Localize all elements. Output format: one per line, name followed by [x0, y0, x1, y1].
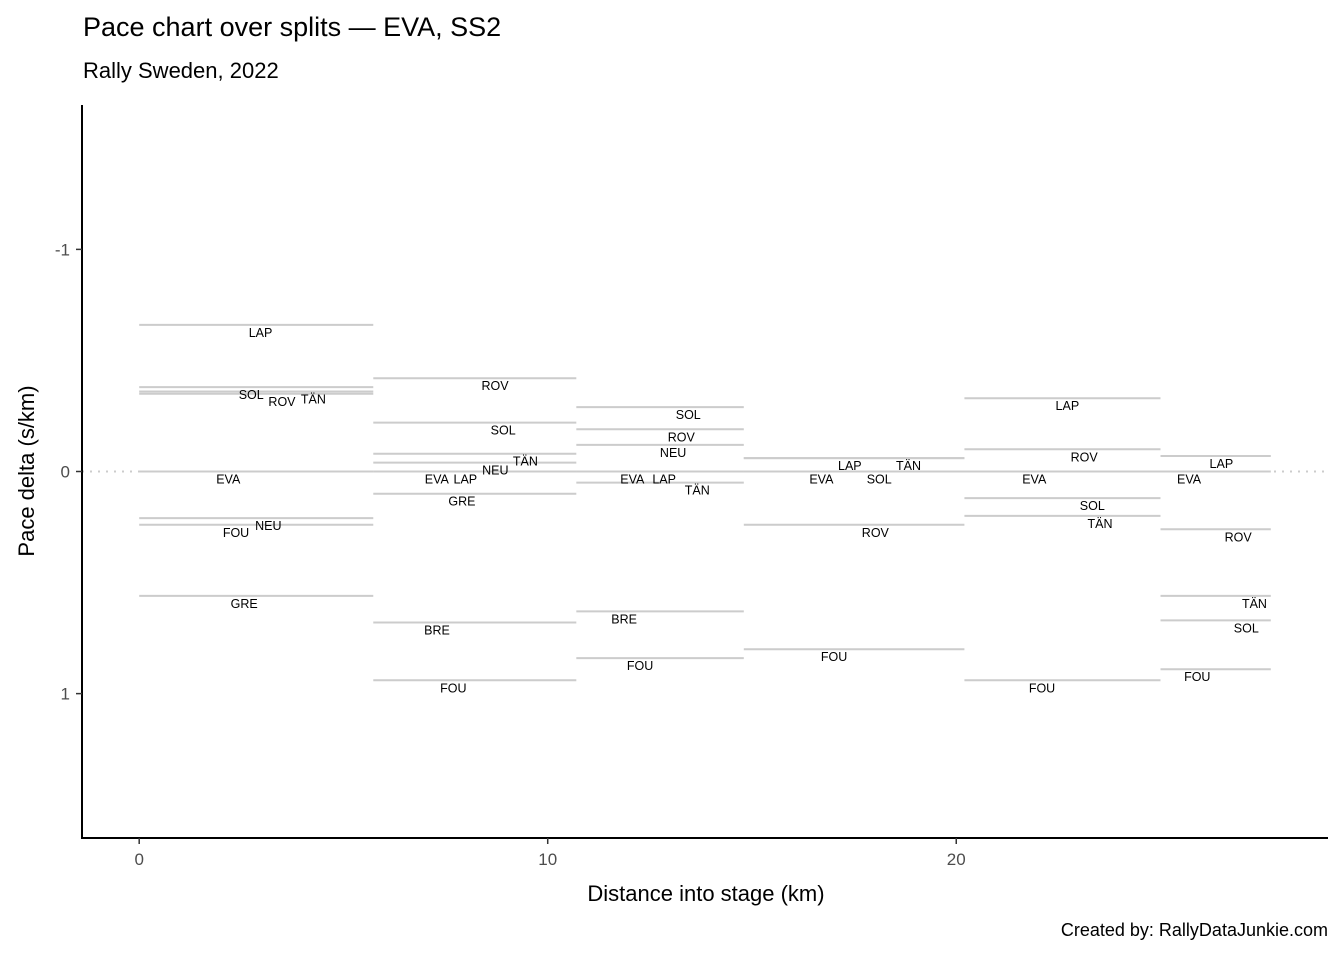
segment-label: SOL: [867, 473, 892, 487]
segment-label: LAP: [249, 326, 273, 340]
segment-label: LAP: [1210, 457, 1234, 471]
segment-label: EVA: [1022, 473, 1047, 487]
y-tick-label: 1: [61, 685, 70, 704]
segment-label: BRE: [424, 624, 450, 638]
segment-label: NEU: [255, 519, 281, 533]
segment-label: FOU: [1029, 681, 1055, 695]
segment-label: EVA: [216, 473, 241, 487]
segment-label: EVA: [425, 473, 450, 487]
segment-label: TÄN: [1088, 517, 1113, 531]
segment-label: TÄN: [1242, 597, 1267, 611]
chart-title: Pace chart over splits — EVA, SS2: [83, 12, 502, 42]
segment-label: SOL: [239, 388, 264, 402]
segment-label: LAP: [838, 459, 862, 473]
segment-label: LAP: [454, 473, 478, 487]
y-axis-label: Pace delta (s/km): [14, 385, 39, 556]
segment-label: EVA: [620, 473, 645, 487]
y-tick-label: -1: [55, 240, 70, 259]
segment-label: EVA: [809, 473, 834, 487]
segment-label: TÄN: [896, 459, 921, 473]
segment-label: ROV: [862, 526, 890, 540]
segment-label: ROV: [1071, 450, 1099, 464]
segment-label: GRE: [231, 597, 258, 611]
chart-caption: Created by: RallyDataJunkie.com: [1060, 920, 1328, 940]
segment-label: EVA: [1177, 473, 1202, 487]
y-tick-label: 0: [61, 463, 70, 482]
segment-label: NEU: [482, 464, 508, 478]
segment-label: GRE: [448, 495, 475, 509]
segment-label: ROV: [481, 379, 509, 393]
segment-label: LAP: [1056, 399, 1080, 413]
segment-label: FOU: [440, 681, 466, 695]
segment-label: BRE: [611, 612, 637, 626]
segment-label: TÄN: [301, 393, 326, 407]
segment-label: NEU: [660, 446, 686, 460]
segment-label: FOU: [1184, 670, 1210, 684]
x-axis-label: Distance into stage (km): [587, 881, 824, 906]
segment-label: SOL: [1234, 621, 1259, 635]
segment-label: SOL: [491, 424, 516, 438]
segment-label: LAP: [652, 473, 676, 487]
segment-label: SOL: [1080, 499, 1105, 513]
x-tick-label: 0: [134, 850, 143, 869]
segment-label: FOU: [223, 526, 249, 540]
x-tick-label: 10: [538, 850, 557, 869]
segment-label: SOL: [676, 408, 701, 422]
segment-label: FOU: [821, 650, 847, 664]
segment-label: ROV: [668, 430, 696, 444]
segment-label: TÄN: [513, 455, 538, 469]
segment-label: ROV: [268, 395, 296, 409]
segment-label: ROV: [1225, 530, 1253, 544]
x-tick-label: 20: [947, 850, 966, 869]
segment-label: FOU: [627, 659, 653, 673]
segment-label: TÄN: [685, 484, 710, 498]
chart-subtitle: Rally Sweden, 2022: [83, 58, 279, 83]
